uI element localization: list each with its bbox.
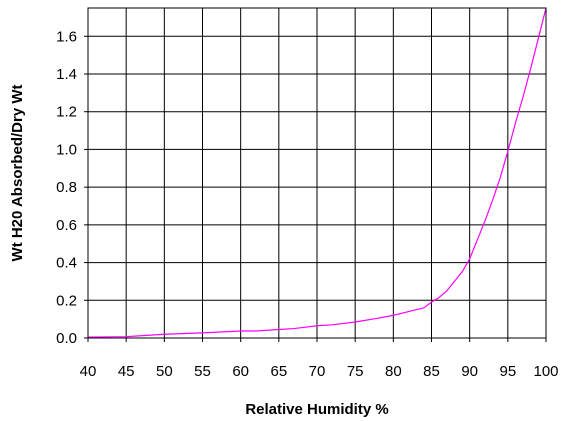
x-tick-label: 50 <box>156 363 173 380</box>
y-tick-label: 1.6 <box>56 28 77 45</box>
x-axis-title: Relative Humidity % <box>245 401 388 418</box>
plot-frame <box>87 7 547 339</box>
x-tick-labels: 40 45 50 55 60 65 70 75 80 85 90 95 100 <box>80 363 559 380</box>
x-tick-label: 40 <box>80 363 97 380</box>
y-tick-label: 0.4 <box>56 255 77 272</box>
y-tick-label: 0.0 <box>56 330 77 347</box>
y-tick-label: 0.8 <box>56 179 77 196</box>
x-tick-label: 85 <box>423 363 440 380</box>
series-line <box>87 7 547 338</box>
grid <box>84 8 547 342</box>
x-tick-label: 75 <box>347 363 364 380</box>
x-tick-label: 65 <box>270 363 287 380</box>
x-tick-label: 95 <box>499 363 516 380</box>
x-tick-label: 80 <box>385 363 402 380</box>
y-tick-label: 1.2 <box>56 104 77 121</box>
x-tick-label: 100 <box>533 363 558 380</box>
x-tick-label: 55 <box>194 363 211 380</box>
y-tick-labels: 0.0 0.2 0.4 0.6 0.8 1.0 1.2 1.4 1.6 <box>56 28 77 347</box>
x-tick-label: 90 <box>461 363 478 380</box>
y-tick-label: 1.0 <box>56 141 77 158</box>
x-tick-label: 45 <box>118 363 135 380</box>
y-tick-label: 0.6 <box>56 217 77 234</box>
y-tick-label: 1.4 <box>56 66 77 83</box>
y-axis-title: Wt H20 Absorbed/Dry Wt <box>9 85 26 262</box>
x-tick-label: 60 <box>232 363 249 380</box>
x-tick-label: 70 <box>309 363 326 380</box>
y-tick-label: 0.2 <box>56 292 77 309</box>
